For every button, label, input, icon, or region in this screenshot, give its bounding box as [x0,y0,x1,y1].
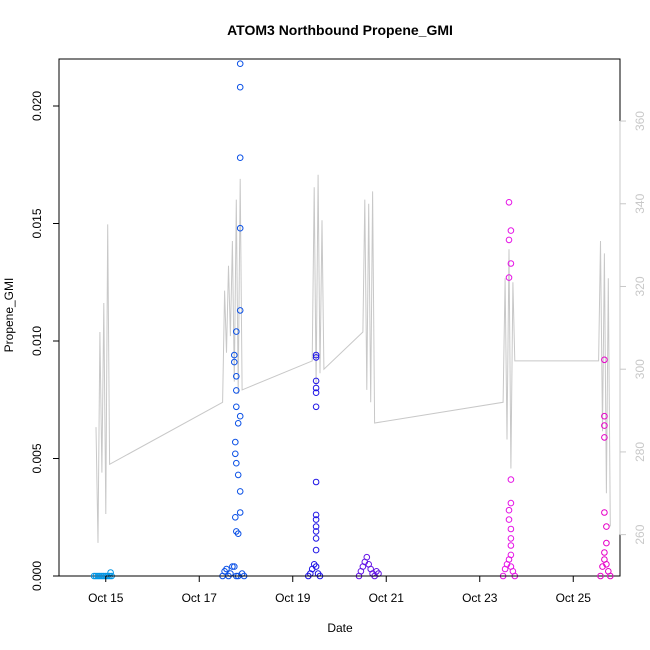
data-point [234,420,242,427]
y2-tick-label: 280 [633,442,647,462]
y-tick-label: 0.020 [30,91,44,121]
data-point [232,450,239,458]
data-point [363,553,371,561]
data-point [601,434,608,441]
x-tick-label: Oct 25 [556,591,592,605]
series-6 [597,356,614,580]
data-point [505,274,513,281]
x-tick-label: Oct 21 [369,591,405,605]
data-point [601,412,608,420]
y2-tick-label: 340 [633,193,647,213]
data-point [601,509,608,516]
data-point [312,528,320,535]
y-tick-label: 0.000 [30,561,44,591]
data-point [603,539,610,547]
data-point [312,511,320,519]
data-point [312,351,320,359]
data-point [233,387,240,394]
data-point [507,542,515,549]
data-point [601,549,608,556]
data-point [507,499,515,507]
y-axis: 0.000 0.005 0.010 0.015 0.020 [30,91,60,591]
x-tick-label: Oct 23 [462,591,498,605]
data-point [312,354,320,361]
data-point [234,530,242,538]
x-tick-label: Oct 19 [275,591,311,605]
data-point [236,488,244,495]
x-tick-label: Oct 17 [182,591,218,605]
y-axis-label: Propene_GMI [2,278,16,353]
y-tick-label: 0.005 [30,443,44,473]
data-point [233,373,240,380]
data-point [603,523,610,530]
data-point [236,509,244,516]
data-point [601,356,608,364]
y2-tick-label: 260 [633,524,647,544]
data-point [234,471,242,479]
series-5 [499,199,519,580]
data-point [607,572,614,580]
data-point [231,358,238,366]
points-layer [90,60,614,580]
y2-axis: 260 280 300 320 340 360 [619,111,647,545]
data-point [231,351,238,359]
data-point [505,199,513,206]
y2-tick-label: 360 [633,111,647,131]
series-4 [355,553,382,580]
data-point [229,563,236,570]
data-point [507,551,515,559]
data-point [597,572,604,580]
data-point [312,403,320,411]
data-point [107,569,114,576]
data-point [312,546,320,554]
data-point [233,328,240,335]
data-point [507,260,515,267]
data-point [601,422,608,429]
data-point [236,224,244,232]
y-tick-label: 0.010 [30,326,44,356]
x-tick-label: Oct 15 [88,591,124,605]
y-tick-label: 0.015 [30,208,44,238]
y2-tick-label: 320 [633,276,647,296]
data-point [312,516,320,523]
data-point [233,403,240,411]
data-point [507,535,515,542]
data-point [236,154,244,161]
series-3 [305,351,324,580]
data-point [236,83,244,91]
data-point [505,516,513,523]
plot-frame [58,58,621,577]
data-point [233,459,240,467]
chart-title: ATOM3 Northbound Propene_GMI [227,22,453,38]
x-axis-label: Date [327,621,353,635]
data-point [312,377,320,385]
data-point [507,227,515,234]
data-point [312,478,320,486]
secondary-series-line [95,174,611,543]
data-point [507,525,515,533]
y2-tick-label: 300 [633,359,647,379]
data-point [236,307,244,314]
secondary-line-layer [95,174,611,543]
data-point [231,563,238,570]
x-axis: Oct 15 Oct 17 Oct 19 Oct 21 Oct 23 Oct 25 [88,575,592,605]
data-point [312,523,320,530]
data-point [312,563,320,570]
data-point [505,506,513,514]
data-point [232,514,239,521]
data-point [232,438,239,446]
data-point [312,535,320,542]
data-point [603,561,610,568]
data-point [236,412,244,420]
data-point [505,236,513,244]
data-point [312,389,320,397]
data-point [223,565,230,573]
data-point [236,60,244,68]
data-point [312,384,320,392]
series-1 [90,569,115,580]
data-point [507,476,515,483]
